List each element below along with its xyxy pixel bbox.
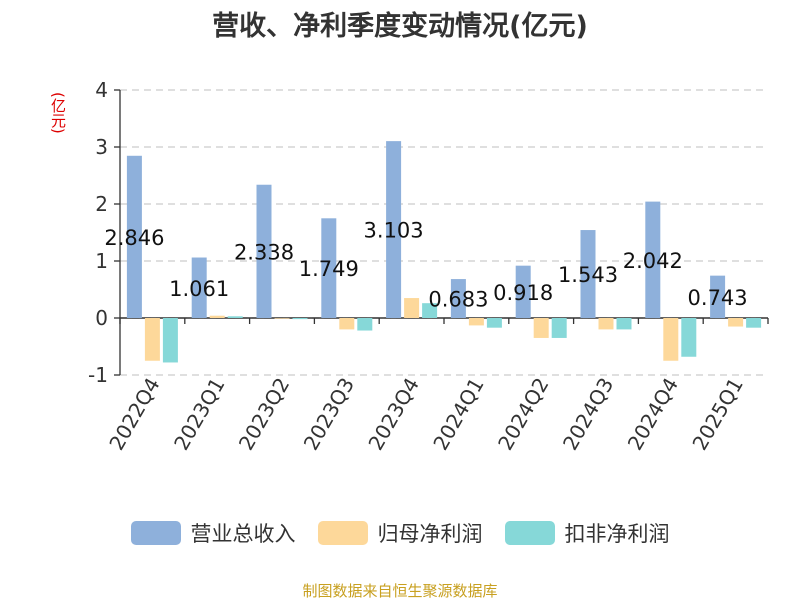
data-label: 1.749 [299, 257, 359, 281]
bar-net-profit [728, 318, 744, 327]
bar-revenue [580, 230, 596, 318]
x-category-label: 2025Q1 [687, 374, 747, 455]
x-category-label: 2022Q4 [104, 374, 164, 455]
bar-revenue [386, 141, 402, 318]
x-category-label: 2023Q2 [234, 374, 294, 455]
y-tick-label: 4 [95, 78, 108, 102]
x-category-label: 2023Q1 [169, 374, 229, 455]
bar-revenue [321, 218, 337, 318]
bar-deducted-profit [616, 318, 632, 330]
x-category-label: 2024Q3 [558, 374, 618, 455]
bar-net-profit [144, 318, 160, 361]
data-label: 0.683 [428, 288, 488, 312]
bar-net-profit [598, 318, 614, 330]
y-tick-label: 0 [95, 306, 108, 330]
legend-swatch-revenue [130, 521, 181, 545]
x-category-label: 2023Q3 [299, 374, 359, 455]
data-label: 2.338 [234, 240, 294, 264]
bar-revenue [450, 279, 466, 318]
bar-deducted-profit [551, 318, 567, 338]
bar-deducted-profit [422, 303, 438, 318]
y-tick-label: 2 [95, 192, 108, 216]
legend-label-net-profit: 归母净利润 [377, 522, 483, 546]
bar-deducted-profit [486, 318, 502, 328]
y-tick-label: 1 [95, 249, 108, 273]
bar-net-profit [339, 318, 355, 330]
data-label: 0.743 [688, 286, 748, 310]
data-label: 2.042 [623, 249, 683, 273]
y-axis-label: (亿元) [49, 92, 67, 134]
bar-revenue [126, 155, 142, 318]
bar-revenue [256, 184, 272, 318]
chart-title: 营收、净利季度变动情况(亿元) [212, 11, 588, 42]
legend: 营业总收入 归母净利润 扣非净利润 [0, 518, 800, 548]
bar-revenue [645, 201, 661, 318]
x-category-label: 2024Q4 [623, 374, 683, 455]
bar-net-profit [404, 298, 420, 318]
bar-revenue [710, 275, 726, 318]
legend-label-deducted-profit: 扣非净利润 [564, 522, 670, 546]
x-category-label: 2024Q1 [428, 374, 488, 455]
data-label: 1.061 [169, 277, 229, 301]
legend-item-net-profit[interactable]: 归母净利润 [317, 518, 483, 548]
y-tick-label: -1 [88, 363, 108, 387]
bar-deducted-profit [746, 318, 762, 328]
legend-item-revenue[interactable]: 营业总收入 [130, 518, 296, 548]
legend-item-deducted-profit[interactable]: 扣非净利润 [504, 518, 670, 548]
bar-deducted-profit [357, 318, 373, 331]
data-label: 1.543 [558, 263, 618, 287]
bar-revenue [515, 265, 531, 318]
bar-net-profit [663, 318, 679, 361]
bar-deducted-profit [162, 318, 178, 363]
bar-net-profit [274, 318, 290, 319]
data-source-note: 制图数据来自恒生聚源数据库 [302, 582, 498, 600]
data-label: 3.103 [364, 219, 424, 243]
legend-swatch-deducted-profit [504, 521, 555, 545]
bar-net-profit [209, 315, 225, 318]
x-category-label: 2023Q4 [363, 374, 423, 455]
data-label: 2.846 [104, 226, 164, 250]
bar-deducted-profit [292, 318, 308, 320]
legend-swatch-net-profit [317, 521, 368, 545]
bar-net-profit [533, 318, 549, 338]
bar-deducted-profit [227, 316, 243, 318]
legend-label-revenue: 营业总收入 [190, 522, 296, 546]
bar-revenue [191, 257, 207, 318]
data-label: 0.918 [493, 281, 553, 305]
bar-deducted-profit [681, 318, 697, 357]
bar-net-profit [468, 318, 484, 326]
x-category-label: 2024Q2 [493, 374, 553, 455]
y-tick-label: 3 [95, 135, 108, 159]
